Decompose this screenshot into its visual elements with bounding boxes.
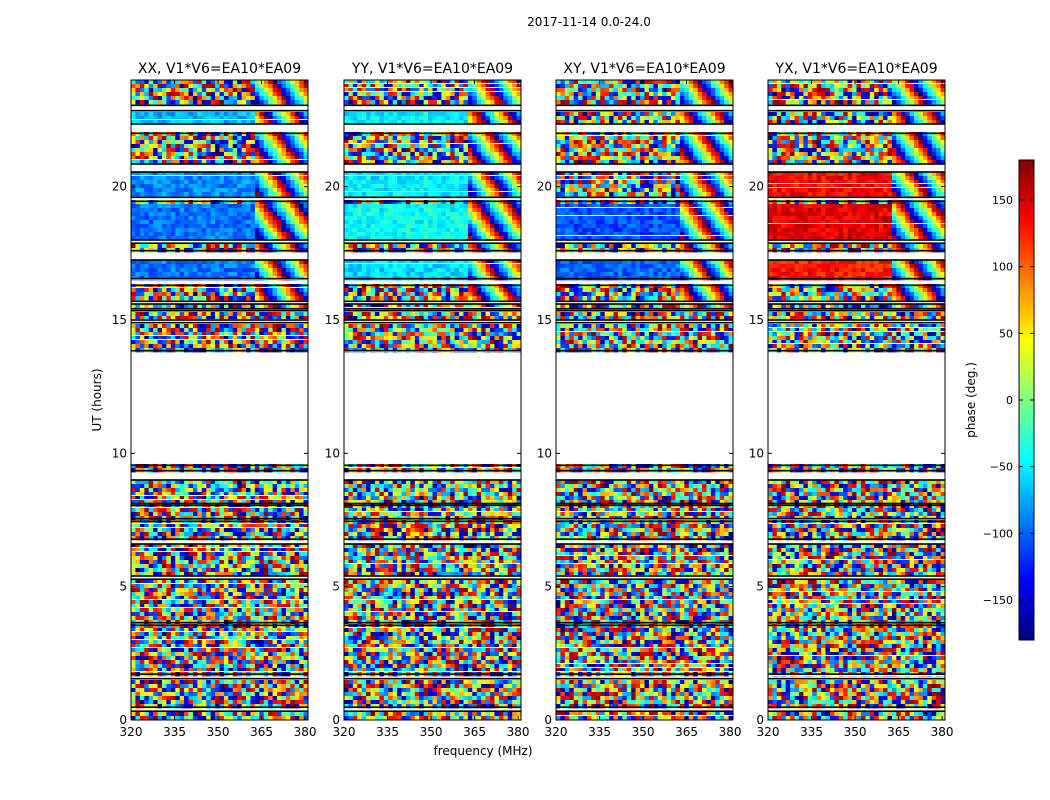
heatmap-cells [556,80,733,720]
x-tick-label: 335 [376,725,399,739]
panel-title: XY, V1*V6=EA10*EA09 [563,61,725,77]
colorbar-tick-label: −150 [983,594,1013,607]
y-tick-label: 10 [537,446,552,460]
x-tick-label: 350 [207,725,230,739]
y-tick-label: 0 [119,713,127,727]
y-tick-label: 0 [332,713,340,727]
colorbar: 150 100 50 0 −50 −100 −150 phase (deg.) [964,159,1035,641]
colorbar-tick-label: 100 [992,261,1013,274]
panel-4: YX, V1*V6=EA10*EA09 320 335 350 365 380 0 5 10 15… [749,61,954,739]
x-tick-label: 335 [800,725,823,739]
y-tick-label: 0 [544,713,552,727]
x-tick-label: 365 [675,725,698,739]
x-axis-label: frequency (MHz) [433,744,532,758]
x-tick-label: 365 [887,725,910,739]
heatmap-cells [131,80,308,720]
x-tick-label: 365 [250,725,273,739]
x-tick-label: 380 [294,725,317,739]
y-tick-label: 20 [325,180,340,194]
y-tick-label: 10 [325,446,340,460]
x-tick-label: 320 [333,725,356,739]
y-tick-label: 5 [544,580,552,594]
x-tick-label: 350 [632,725,655,739]
heatmap-cells [344,80,521,720]
x-tick-label: 320 [120,725,143,739]
y-tick-label: 0 [756,713,764,727]
y-tick-label: 15 [749,313,764,327]
panel-frame [130,79,309,721]
colorbar-tick-label: −50 [990,461,1013,474]
panel-frame [343,79,522,721]
x-tick-label: 380 [931,725,954,739]
colorbar-tick-label: 150 [992,194,1013,207]
colorbar-tick-label: 0 [1006,394,1013,407]
x-tick-label: 335 [588,725,611,739]
panel-title: YX, V1*V6=EA10*EA09 [774,61,937,77]
x-tick-label: 320 [757,725,780,739]
y-tick-label: 5 [119,580,127,594]
y-tick-label: 20 [537,180,552,194]
panel-frame [555,79,734,721]
panel-frame [767,79,946,721]
y-tick-label: 15 [325,313,340,327]
x-tick-label: 350 [844,725,867,739]
y-tick-label: 20 [749,180,764,194]
y-tick-label: 10 [112,446,127,460]
colorbar-label: phase (deg.) [964,362,978,438]
panel-2: YY, V1*V6=EA10*EA09 320 335 350 365 380 0 5 10 15… [325,61,530,739]
x-tick-label: 380 [719,725,742,739]
x-tick-label: 320 [545,725,568,739]
x-tick-label: 380 [507,725,530,739]
panel-3: XY, V1*V6=EA10*EA09 320 335 350 365 380 0 5 10 15… [537,61,742,739]
x-tick-label: 365 [463,725,486,739]
y-tick-label: 15 [112,313,127,327]
heatmap-cells [768,80,945,720]
y-tick-label: 20 [112,180,127,194]
colorbar-ticks: 150 100 50 0 −50 −100 −150 [983,194,1034,607]
y-tick-label: 10 [749,446,764,460]
panels: XX, V1*V6=EA10*EA09 320 335 350 365 380 0 5 10 15… [112,61,954,739]
panel-title: XX, V1*V6=EA10*EA09 [138,61,301,77]
panel-1: XX, V1*V6=EA10*EA09 320 335 350 365 380 0 5 10 15… [112,61,317,739]
colorbar-tick-label: −100 [983,527,1013,540]
x-tick-label: 350 [420,725,443,739]
x-tick-label: 335 [163,725,186,739]
figure-suptitle: 2017-11-14 0.0-24.0 [527,15,651,29]
y-axis-label: UT (hours) [90,368,104,431]
y-tick-label: 5 [756,580,764,594]
colorbar-tick-label: 50 [999,327,1013,340]
panel-title: YY, V1*V6=EA10*EA09 [351,61,513,77]
y-tick-label: 5 [332,580,340,594]
y-tick-label: 15 [537,313,552,327]
